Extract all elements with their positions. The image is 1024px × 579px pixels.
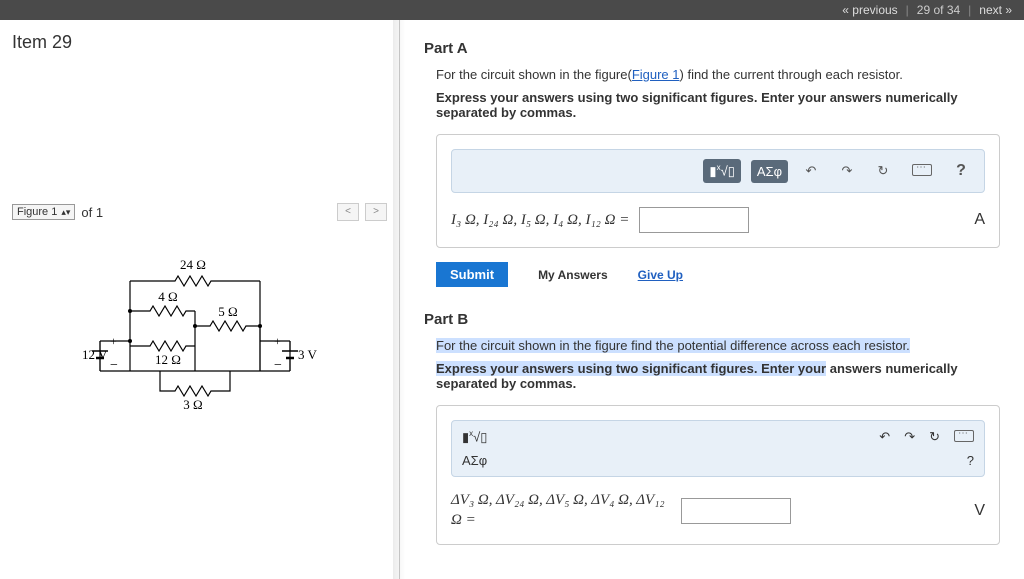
my-answers-label: My Answers bbox=[538, 268, 608, 282]
svg-text:+: + bbox=[110, 334, 117, 348]
svg-text:3 V: 3 V bbox=[298, 347, 318, 362]
greek-symbols-button[interactable]: ΑΣφ bbox=[751, 160, 788, 183]
help-icon[interactable]: ? bbox=[948, 158, 974, 184]
svg-text:−: − bbox=[110, 358, 118, 373]
part-b-toolbar: ▮x√▯ ↶ ↷ ↻ ΑΣφ ? bbox=[451, 420, 985, 477]
svg-text:+: + bbox=[274, 334, 281, 348]
figure-select[interactable]: Figure 1 ▴▾ bbox=[12, 204, 75, 220]
keyboard-icon[interactable] bbox=[906, 160, 938, 183]
svg-text:12 V: 12 V bbox=[82, 347, 108, 362]
part-b-instruction: Express your answers using two significa… bbox=[424, 361, 1000, 391]
svg-text:4 Ω: 4 Ω bbox=[158, 289, 177, 304]
figure-of-label: of 1 bbox=[81, 205, 103, 220]
part-b-lhs: ΔV₃ Ω, ΔV₂₄ Ω, ΔV₅ Ω, ΔV₄ Ω, ΔV₁₂ Ω = bbox=[451, 491, 671, 530]
submit-button[interactable]: Submit bbox=[436, 262, 508, 287]
figure-prev-button[interactable]: < bbox=[337, 203, 359, 221]
part-b-answer-row: ΔV₃ Ω, ΔV₂₄ Ω, ΔV₅ Ω, ΔV₄ Ω, ΔV₁₂ Ω = V bbox=[451, 491, 985, 530]
svg-text:12 Ω: 12 Ω bbox=[155, 352, 181, 367]
undo-icon[interactable]: ↶ bbox=[879, 429, 890, 445]
give-up-link[interactable]: Give Up bbox=[638, 268, 683, 282]
greek-symbols-button[interactable]: ΑΣφ bbox=[462, 453, 487, 468]
reset-icon[interactable]: ↻ bbox=[929, 429, 940, 445]
svg-text:24 Ω: 24 Ω bbox=[180, 257, 206, 272]
caret-icon: ▴▾ bbox=[61, 207, 70, 218]
figure-select-label: Figure 1 bbox=[17, 206, 57, 218]
figure-link[interactable]: Figure 1 bbox=[632, 67, 680, 82]
part-b-answer-box: ▮x√▯ ↶ ↷ ↻ ΑΣφ ? bbox=[436, 405, 1000, 545]
undo-icon[interactable]: ↶ bbox=[798, 159, 824, 183]
part-b-unit: V bbox=[974, 502, 985, 520]
template-icon[interactable]: ▮x√▯ bbox=[462, 429, 487, 445]
part-a-title: Part A bbox=[424, 40, 1000, 57]
help-icon[interactable]: ? bbox=[967, 453, 974, 468]
svg-text:3 Ω: 3 Ω bbox=[183, 397, 202, 412]
nav-separator: | bbox=[906, 3, 909, 17]
part-a-toolbar: ▮x√▯ ΑΣφ ↶ ↷ ↻ ? bbox=[451, 149, 985, 193]
keyboard-icon[interactable] bbox=[954, 430, 974, 445]
part-a-lhs: I₃ Ω, I₂₄ Ω, I₅ Ω, I₄ Ω, I₁₂ Ω = bbox=[451, 212, 629, 229]
template-icon[interactable]: ▮x√▯ bbox=[703, 159, 740, 183]
svg-text:−: − bbox=[274, 358, 282, 373]
part-a-answer-row: I₃ Ω, I₂₄ Ω, I₅ Ω, I₄ Ω, I₁₂ Ω = A bbox=[451, 207, 985, 233]
part-a-instruction: Express your answers using two significa… bbox=[424, 90, 1000, 120]
left-panel: Item 29 Figure 1 ▴▾ of 1 < > 24 Ω bbox=[0, 20, 400, 579]
part-a-answer-box: ▮x√▯ ΑΣφ ↶ ↷ ↻ ? I₃ Ω, I₂₄ Ω, I₅ Ω, I₄ Ω… bbox=[436, 134, 1000, 248]
circuit-figure: 24 Ω 4 Ω 5 Ω 12 Ω 3 Ω bbox=[80, 251, 320, 421]
redo-icon[interactable]: ↷ bbox=[904, 429, 915, 445]
part-a-input[interactable] bbox=[639, 207, 749, 233]
figure-nav-bar: Figure 1 ▴▾ of 1 < > bbox=[12, 203, 387, 221]
part-b-input[interactable] bbox=[681, 498, 791, 524]
svg-text:5 Ω: 5 Ω bbox=[218, 304, 237, 319]
item-title: Item 29 bbox=[12, 32, 387, 53]
top-nav-bar: « previous | 29 of 34 | next » bbox=[0, 0, 1024, 20]
redo-icon[interactable]: ↷ bbox=[834, 159, 860, 183]
nav-position: 29 of 34 bbox=[917, 3, 960, 17]
part-b-question: For the circuit shown in the figure find… bbox=[424, 338, 1000, 353]
reset-icon[interactable]: ↻ bbox=[870, 159, 896, 183]
part-a-question: For the circuit shown in the figure(Figu… bbox=[424, 67, 1000, 82]
previous-link[interactable]: « previous bbox=[842, 3, 897, 17]
right-panel: Part A For the circuit shown in the figu… bbox=[400, 20, 1024, 579]
part-b-title: Part B bbox=[424, 311, 1000, 328]
nav-separator: | bbox=[968, 3, 971, 17]
figure-next-button[interactable]: > bbox=[365, 203, 387, 221]
part-a-submit-row: Submit My Answers Give Up bbox=[424, 262, 1000, 287]
part-a-unit: A bbox=[974, 211, 985, 229]
next-link[interactable]: next » bbox=[979, 3, 1012, 17]
